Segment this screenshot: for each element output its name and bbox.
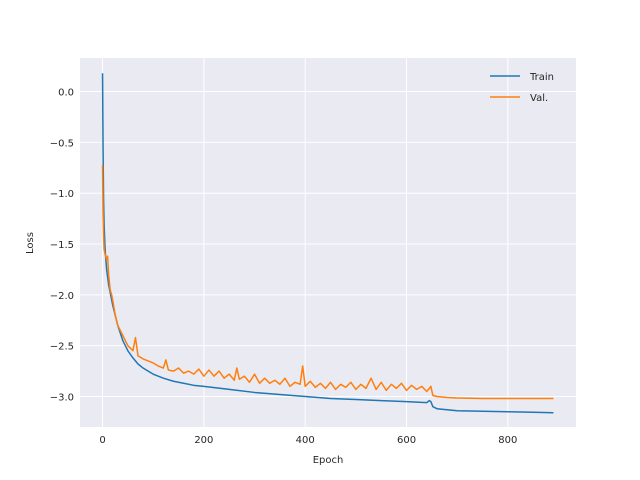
x-tick-label: 400 — [296, 435, 315, 446]
x-tick-labels: 0 200 400 600 800 — [99, 435, 517, 446]
series-line-val — [101, 164, 554, 400]
series-line-train — [101, 73, 554, 414]
x-tick-label: 800 — [498, 435, 517, 446]
y-tick-label: −2.0 — [50, 291, 74, 302]
y-tick-label: −0.5 — [50, 138, 74, 149]
legend-label-val: Val. — [530, 93, 548, 104]
plot-background — [80, 58, 576, 427]
legend: Train Val. — [490, 72, 554, 104]
y-tick-label: −1.5 — [50, 240, 74, 251]
y-tick-label: 0.0 — [58, 88, 74, 99]
x-tick-label: 0 — [99, 435, 105, 446]
y-tick-label: −3.0 — [50, 393, 74, 404]
series-lines — [101, 73, 554, 414]
x-axis-title: Epoch — [313, 455, 344, 466]
x-tick-label: 600 — [397, 435, 416, 446]
legend-label-train: Train — [529, 72, 554, 83]
x-tick-label: 200 — [194, 435, 213, 446]
y-axis-title: Loss — [25, 232, 36, 254]
y-tick-label: −2.5 — [50, 342, 74, 353]
grid-lines — [80, 58, 576, 427]
y-tick-labels: 0.0 −0.5 −1.0 −1.5 −2.0 −2.5 −3.0 — [50, 88, 74, 404]
y-tick-label: −1.0 — [50, 189, 74, 200]
